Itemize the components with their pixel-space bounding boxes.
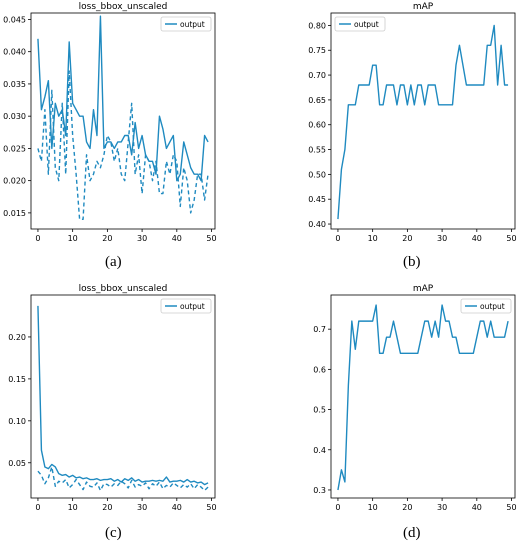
x-tick-label-a: 30 [137,234,147,243]
caption-c: (c) [105,525,122,541]
legend-label-b: output [354,20,379,29]
x-tick-label-d: 0 [335,503,340,512]
y-tick-label-b: 0.75 [308,46,326,55]
legend-label-d: output [480,302,505,311]
x-tick-label-c: 30 [137,503,147,512]
x-tick-label-a: 40 [172,234,182,243]
y-tick-label-b: 0.60 [308,121,326,130]
y-tick-label-a: 0.015 [3,209,26,218]
caption-d: (d) [403,525,421,541]
x-tick-label-b: 40 [472,234,482,243]
y-tick-label-a: 0.020 [3,177,26,186]
y-tick-label-a: 0.040 [3,48,26,57]
legend-box-b [334,16,386,32]
plot-frame-a [30,12,216,230]
x-tick-label-c: 40 [172,503,182,512]
y-tick-label-c: 0.10 [8,417,26,426]
chart-title-c: loss_bbox_unscaled [79,284,168,294]
y-tick-label-d: 0.7 [313,325,326,334]
y-tick-label-a: 0.045 [3,15,26,24]
chart-c: loss_bbox_unscaled 0 10 20 30 40 50 0.05 0.10 0.1… [8,284,216,512]
x-tick-label-b: 0 [335,234,340,243]
x-tick-label-d: 20 [402,503,412,512]
chart-title-b: mAP [413,2,434,12]
x-tick-label-d: 10 [368,503,378,512]
y-tick-label-d: 0.3 [313,486,326,495]
legend-label-c: output [180,302,205,311]
plot-frame-d [330,294,516,499]
plot-frame-c [30,294,216,499]
chart-title-d: mAP [413,284,434,294]
x-tick-label-b: 10 [368,234,378,243]
x-tick-label-a: 10 [68,234,78,243]
x-tick-label-d: 40 [472,503,482,512]
y-tick-label-b: 0.80 [308,21,326,30]
chart-d: mAP 0 10 20 30 40 50 0.3 0.4 0.5 0.6 0.7 output [313,284,516,512]
x-tick-label-c: 50 [206,503,216,512]
chart-title-a: loss_bbox_unscaled [79,2,168,12]
chart-b: mAP 0 10 20 30 40 50 0.40 0.45 0.50 0.55 0.60 0.65 0.… [308,2,516,243]
series-line-output-c [37,305,209,486]
legend-label-a: output [180,20,205,29]
x-tick-label-b: 30 [437,234,447,243]
legend-box-d [460,298,512,314]
x-tick-label-a: 0 [35,234,40,243]
y-tick-label-a: 0.035 [3,80,26,89]
x-tick-label-c: 0 [35,503,40,512]
y-tick-label-b: 0.55 [308,146,326,155]
y-tick-label-c: 0.20 [8,333,26,342]
y-tick-label-c: 0.15 [8,375,26,384]
x-tick-label-a: 20 [102,234,112,243]
y-tick-label-b: 0.45 [308,195,326,204]
y-tick-label-d: 0.6 [313,365,326,374]
plot-frame-b [330,12,516,230]
x-tick-label-a: 50 [206,234,216,243]
x-tick-label-b: 20 [402,234,412,243]
x-tick-label-d: 30 [437,503,447,512]
caption-b: (b) [403,254,421,270]
series-line-output-a [37,15,209,182]
y-tick-label-b: 0.50 [308,170,326,179]
x-tick-label-c: 20 [102,503,112,512]
legend-box-c [160,298,212,314]
x-tick-label-c: 10 [68,503,78,512]
chart-a: loss_bbox_unscaled 0 10 20 30 40 50 0.015 0.020 0… [3,2,217,243]
series-line-output-d [337,304,509,491]
series-line-dashed-c [37,466,209,492]
y-tick-label-a: 0.025 [3,144,26,153]
caption-a: (a) [105,254,122,270]
x-tick-label-b: 50 [506,234,516,243]
x-tick-label-d: 50 [506,503,516,512]
y-tick-label-d: 0.5 [313,406,326,415]
series-line-output-b [337,24,509,220]
y-tick-label-b: 0.40 [308,220,326,229]
legend-box-a [160,16,212,32]
y-tick-label-b: 0.70 [308,71,326,80]
y-tick-label-c: 0.05 [8,459,26,468]
series-line-dashed-a [37,70,209,221]
y-tick-label-a: 0.030 [3,112,26,121]
y-tick-label-b: 0.65 [308,96,326,105]
y-tick-label-d: 0.4 [313,446,326,455]
